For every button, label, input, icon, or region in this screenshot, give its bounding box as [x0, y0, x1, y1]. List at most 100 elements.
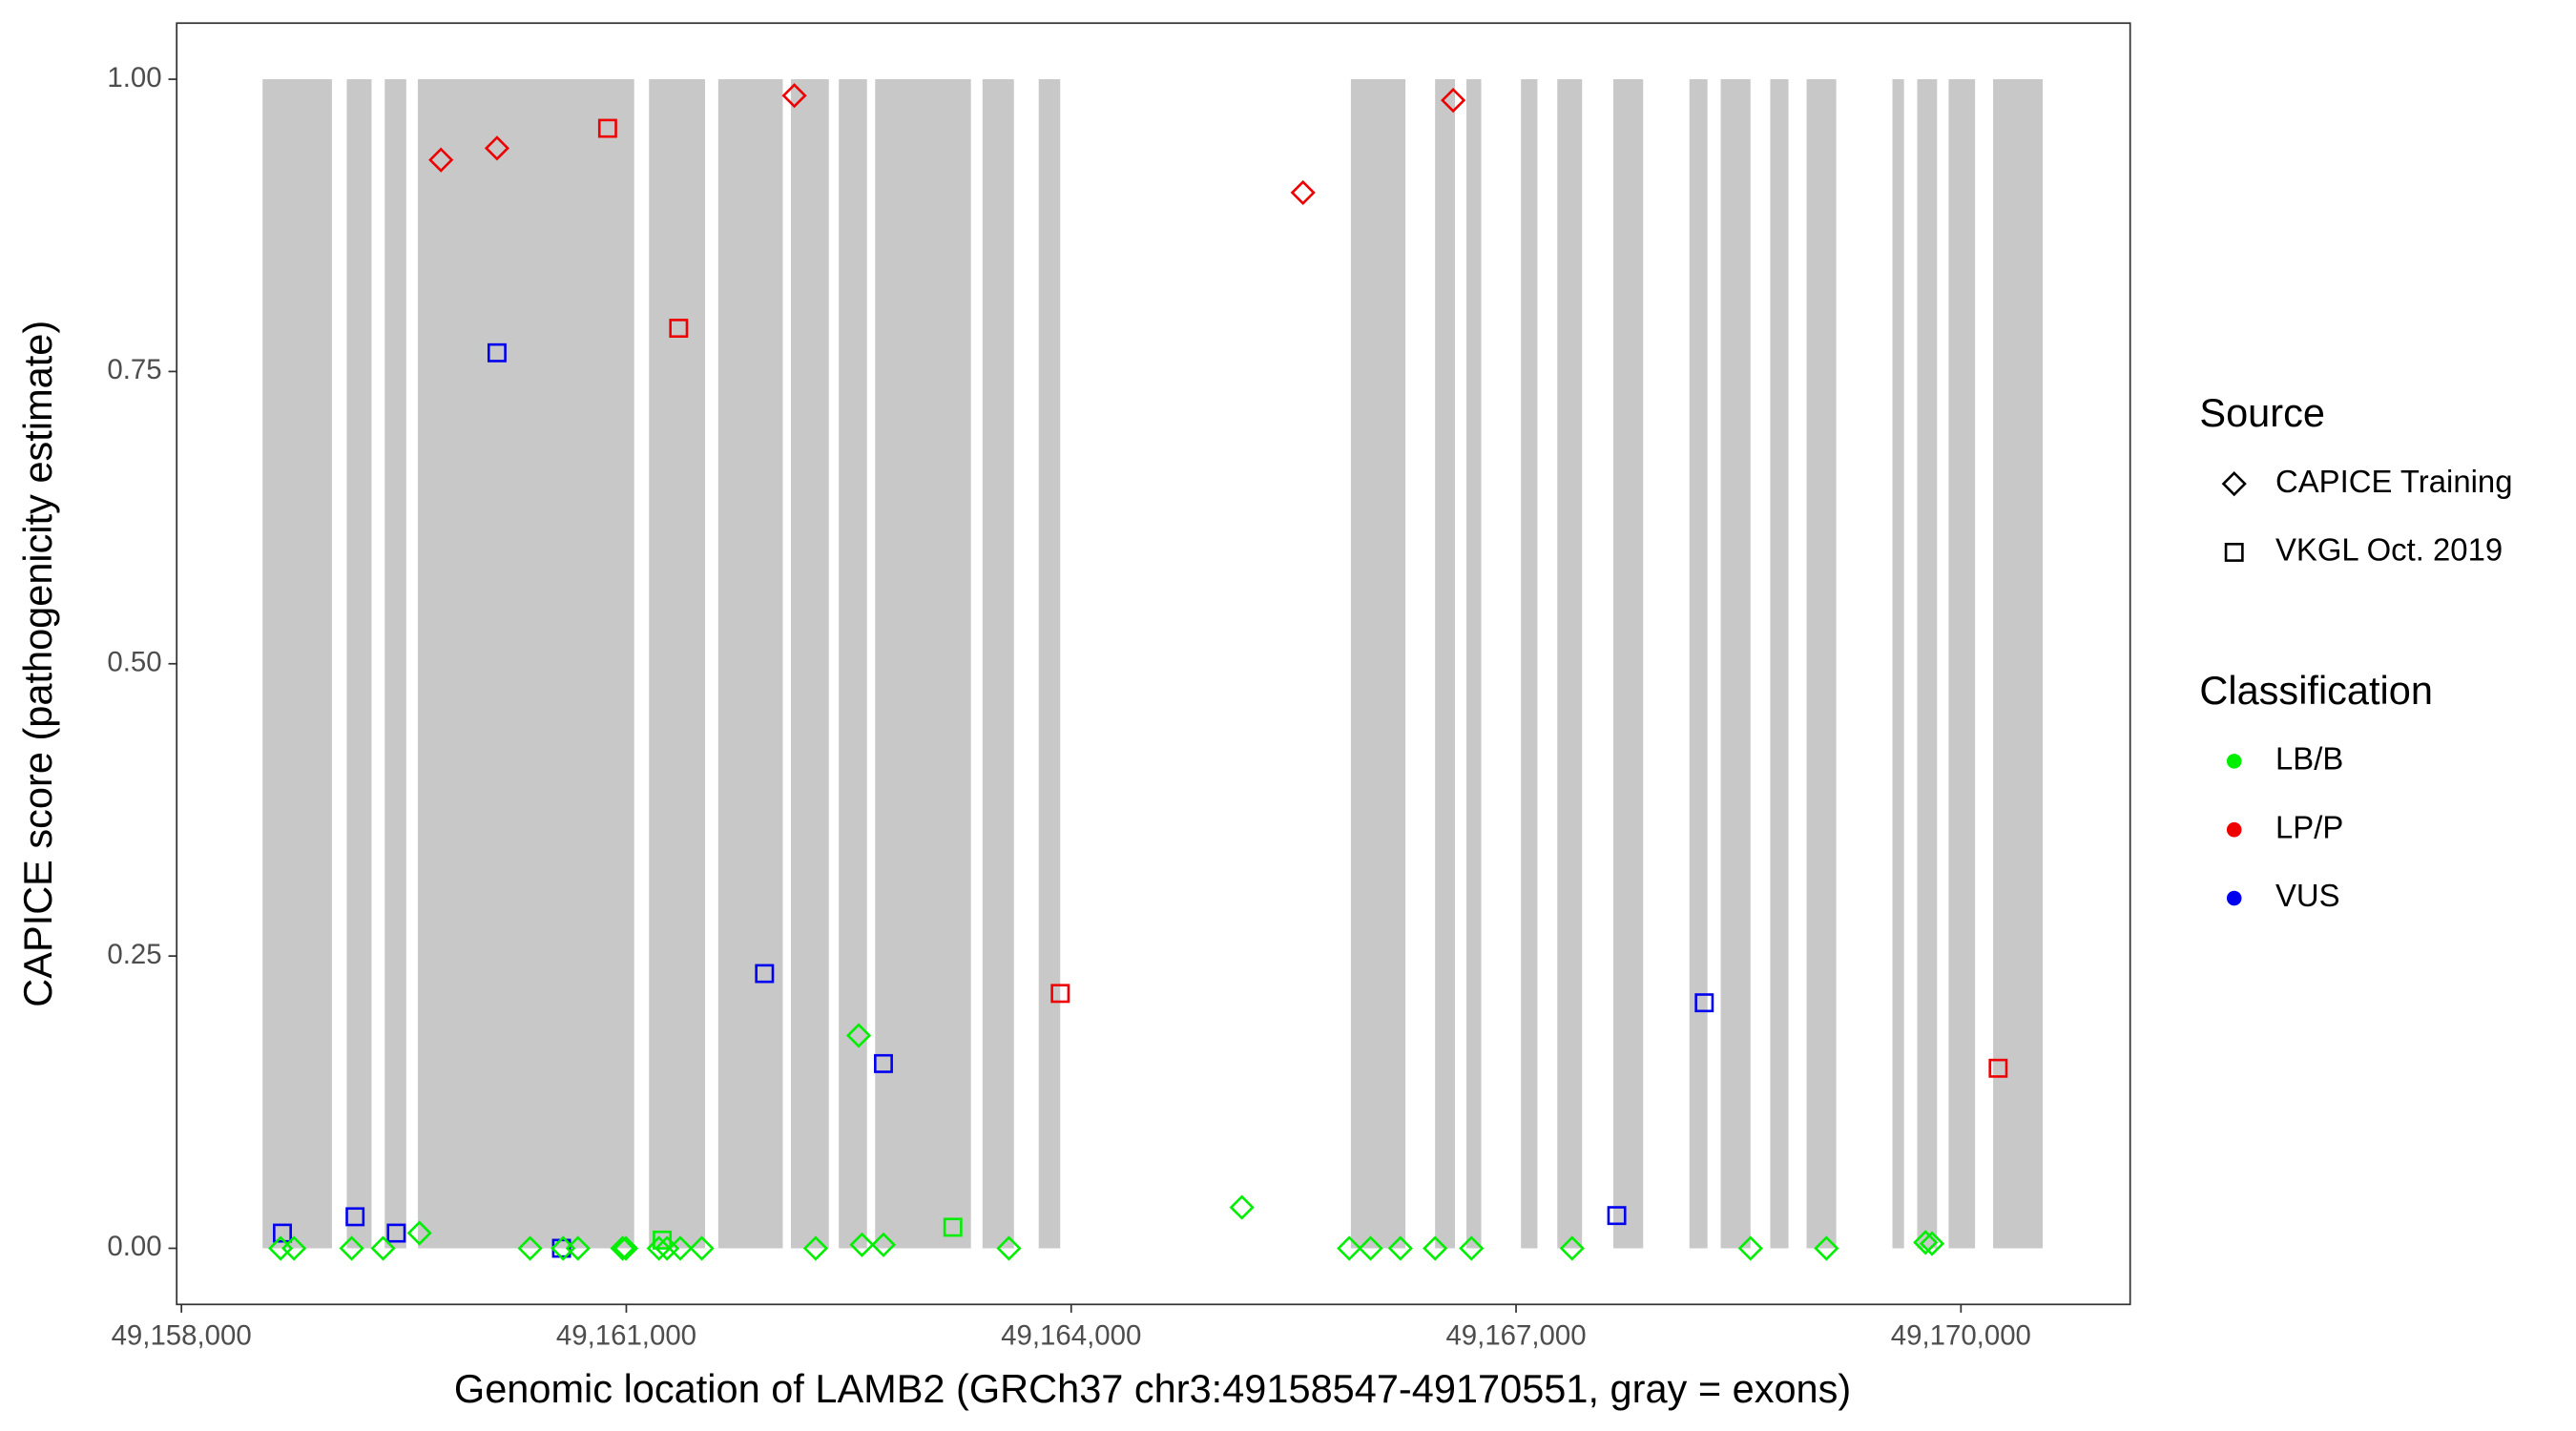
- legend-label: LB/B: [2275, 741, 2343, 777]
- x-tick-label: 49,161,000: [556, 1320, 696, 1352]
- data-point: [1694, 993, 1714, 1013]
- data-point: [669, 319, 689, 339]
- data-point: [1737, 1235, 1763, 1261]
- data-point: [870, 1232, 897, 1257]
- legend-title: Source: [2199, 390, 2325, 435]
- exon: [1993, 79, 2043, 1249]
- exon: [1948, 79, 1976, 1249]
- data-point: [517, 1235, 543, 1261]
- data-point: [1358, 1235, 1383, 1261]
- data-point: [646, 1235, 672, 1261]
- exon: [1770, 79, 1789, 1249]
- exon: [1350, 79, 1406, 1249]
- point-layer: [268, 83, 2008, 1261]
- data-point: [406, 1220, 432, 1246]
- data-point: [1913, 1230, 1939, 1255]
- exon: [790, 79, 829, 1249]
- data-point: [370, 1235, 396, 1261]
- exon: [649, 79, 705, 1249]
- data-point: [610, 1235, 635, 1261]
- data-point: [1814, 1235, 1839, 1261]
- legend-key: [2226, 754, 2242, 769]
- legend-label: CAPICE Training: [2275, 464, 2513, 499]
- data-point: [597, 118, 617, 138]
- legend-label: VUS: [2275, 878, 2340, 913]
- x-tick-label: 49,164,000: [1001, 1320, 1141, 1352]
- data-point: [386, 1223, 406, 1243]
- exon: [875, 79, 971, 1249]
- exon: [717, 79, 783, 1249]
- data-point: [1459, 1235, 1485, 1261]
- x-tick-label: 49,167,000: [1445, 1320, 1586, 1352]
- exon: [1720, 79, 1751, 1249]
- exon: [1892, 79, 1904, 1249]
- data-point: [781, 83, 807, 109]
- x-tick-label: 49,170,000: [1891, 1320, 2031, 1352]
- exon: [1613, 79, 1644, 1249]
- exon-layer: [262, 79, 2043, 1249]
- x-tick-label: 49,158,000: [112, 1320, 252, 1352]
- x-axis-title: Genomic location of LAMB2 (GRCh37 chr3:4…: [454, 1366, 1851, 1411]
- data-point: [667, 1235, 694, 1261]
- data-point: [996, 1235, 1022, 1261]
- y-tick-label: 0.00: [107, 1231, 161, 1262]
- legend: Source CAPICE Training VKGL Oct. 2019 Class…: [2199, 390, 2512, 913]
- exon: [1521, 79, 1538, 1249]
- data-point: [1559, 1235, 1585, 1261]
- data-point: [345, 1207, 365, 1227]
- exon: [384, 79, 406, 1249]
- exon: [1689, 79, 1708, 1249]
- legend-key: [2226, 821, 2242, 838]
- data-point: [845, 1023, 872, 1048]
- exon: [417, 79, 634, 1249]
- data-point: [755, 964, 775, 984]
- data-point: [849, 1232, 875, 1257]
- data-point: [613, 1235, 639, 1261]
- data-point: [874, 1053, 893, 1073]
- exon: [839, 79, 867, 1249]
- data-point: [1050, 984, 1070, 1004]
- data-point: [1988, 1058, 2008, 1078]
- y-tick-label: 1.00: [107, 62, 161, 93]
- exon: [346, 79, 372, 1249]
- legend-key: [2224, 542, 2244, 562]
- data-point: [428, 147, 454, 173]
- legend-key: [2226, 890, 2242, 906]
- exon: [1038, 79, 1061, 1249]
- exon: [262, 79, 332, 1249]
- legend-title: Classification: [2199, 668, 2433, 713]
- exon: [1806, 79, 1837, 1249]
- y-axis-title: CAPICE score (pathogenicity estimate): [15, 321, 60, 1007]
- data-point: [1290, 179, 1316, 206]
- exon: [1917, 79, 1938, 1249]
- data-point: [1229, 1194, 1255, 1220]
- data-point: [1337, 1235, 1362, 1261]
- data-point: [943, 1217, 963, 1237]
- data-point: [1423, 1235, 1448, 1261]
- data-point: [1441, 88, 1466, 114]
- legend-label: LP/P: [2275, 809, 2343, 844]
- data-point: [1607, 1206, 1627, 1226]
- data-point: [281, 1235, 307, 1261]
- data-point: [1919, 1231, 1945, 1256]
- y-tick-label: 0.75: [107, 354, 161, 385]
- y-tick-label: 0.25: [107, 939, 161, 970]
- exon: [1435, 79, 1456, 1249]
- exon: [1465, 79, 1482, 1249]
- data-point: [802, 1235, 829, 1261]
- legend-label: VKGL Oct. 2019: [2275, 532, 2503, 568]
- exon: [982, 79, 1014, 1249]
- axes: 49,158,000 49,161,000 49,164,000 49,167,000…: [107, 62, 2031, 1352]
- data-point: [565, 1235, 591, 1261]
- exon: [1557, 79, 1583, 1249]
- data-point: [484, 135, 510, 161]
- data-point: [339, 1235, 364, 1261]
- data-point: [689, 1235, 715, 1261]
- data-point: [273, 1223, 292, 1243]
- data-point: [1387, 1235, 1413, 1261]
- data-point: [487, 342, 507, 363]
- legend-key: [2221, 471, 2247, 497]
- y-tick-label: 0.50: [107, 647, 161, 678]
